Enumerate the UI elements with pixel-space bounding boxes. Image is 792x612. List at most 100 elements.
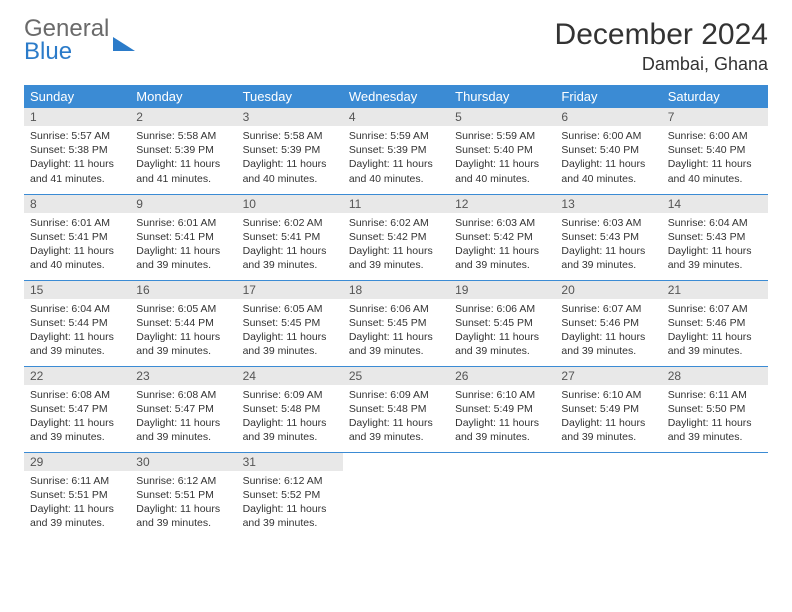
daylight-line2: and 39 minutes. <box>455 344 549 358</box>
daylight-line2: and 40 minutes. <box>561 172 655 186</box>
weekday-monday: Monday <box>130 85 236 108</box>
sunrise-text: Sunrise: 6:11 AM <box>30 474 124 488</box>
calendar-row: 8Sunrise: 6:01 AMSunset: 5:41 PMDaylight… <box>24 194 768 280</box>
sunrise-text: Sunrise: 6:11 AM <box>668 388 762 402</box>
sunrise-text: Sunrise: 5:58 AM <box>136 129 230 143</box>
day-number: 13 <box>555 195 661 213</box>
location: Dambai, Ghana <box>555 54 768 75</box>
sunrise-text: Sunrise: 6:07 AM <box>561 302 655 316</box>
sunset-text: Sunset: 5:52 PM <box>243 488 337 502</box>
calendar-cell <box>343 452 449 538</box>
daylight-line2: and 39 minutes. <box>455 430 549 444</box>
calendar-cell: 30Sunrise: 6:12 AMSunset: 5:51 PMDayligh… <box>130 452 236 538</box>
day-body: Sunrise: 6:11 AMSunset: 5:50 PMDaylight:… <box>662 385 768 449</box>
sunrise-text: Sunrise: 6:02 AM <box>243 216 337 230</box>
day-number: 19 <box>449 281 555 299</box>
daylight-line1: Daylight: 11 hours <box>136 502 230 516</box>
daylight-line2: and 39 minutes. <box>561 258 655 272</box>
page-header: General Blue December 2024 Dambai, Ghana <box>24 18 768 75</box>
daylight-line1: Daylight: 11 hours <box>455 330 549 344</box>
day-body: Sunrise: 6:10 AMSunset: 5:49 PMDaylight:… <box>555 385 661 449</box>
calendar-cell: 8Sunrise: 6:01 AMSunset: 5:41 PMDaylight… <box>24 194 130 280</box>
sunrise-text: Sunrise: 6:04 AM <box>668 216 762 230</box>
day-number: 20 <box>555 281 661 299</box>
daylight-line2: and 40 minutes. <box>455 172 549 186</box>
daylight-line2: and 39 minutes. <box>136 516 230 530</box>
daylight-line2: and 40 minutes. <box>243 172 337 186</box>
sunrise-text: Sunrise: 6:02 AM <box>349 216 443 230</box>
day-number: 9 <box>130 195 236 213</box>
calendar-row: 29Sunrise: 6:11 AMSunset: 5:51 PMDayligh… <box>24 452 768 538</box>
sunset-text: Sunset: 5:38 PM <box>30 143 124 157</box>
day-body: Sunrise: 6:07 AMSunset: 5:46 PMDaylight:… <box>662 299 768 363</box>
daylight-line1: Daylight: 11 hours <box>668 157 762 171</box>
day-body: Sunrise: 6:06 AMSunset: 5:45 PMDaylight:… <box>449 299 555 363</box>
daylight-line1: Daylight: 11 hours <box>30 157 124 171</box>
daylight-line2: and 39 minutes. <box>30 344 124 358</box>
sunrise-text: Sunrise: 6:08 AM <box>136 388 230 402</box>
sunrise-text: Sunrise: 6:06 AM <box>349 302 443 316</box>
day-number: 22 <box>24 367 130 385</box>
day-number: 5 <box>449 108 555 126</box>
day-number: 4 <box>343 108 449 126</box>
day-number: 30 <box>130 453 236 471</box>
daylight-line2: and 39 minutes. <box>668 344 762 358</box>
calendar-cell: 6Sunrise: 6:00 AMSunset: 5:40 PMDaylight… <box>555 108 661 194</box>
sunset-text: Sunset: 5:44 PM <box>136 316 230 330</box>
day-number: 12 <box>449 195 555 213</box>
daylight-line2: and 40 minutes. <box>668 172 762 186</box>
calendar-cell: 26Sunrise: 6:10 AMSunset: 5:49 PMDayligh… <box>449 366 555 452</box>
daylight-line2: and 39 minutes. <box>668 430 762 444</box>
sunset-text: Sunset: 5:46 PM <box>561 316 655 330</box>
daylight-line1: Daylight: 11 hours <box>243 330 337 344</box>
logo-line2: Blue <box>24 41 109 64</box>
weekday-sunday: Sunday <box>24 85 130 108</box>
weekday-tuesday: Tuesday <box>237 85 343 108</box>
sunset-text: Sunset: 5:50 PM <box>668 402 762 416</box>
daylight-line1: Daylight: 11 hours <box>455 157 549 171</box>
calendar-cell: 10Sunrise: 6:02 AMSunset: 5:41 PMDayligh… <box>237 194 343 280</box>
calendar-cell: 11Sunrise: 6:02 AMSunset: 5:42 PMDayligh… <box>343 194 449 280</box>
sunrise-text: Sunrise: 5:59 AM <box>455 129 549 143</box>
calendar-cell: 18Sunrise: 6:06 AMSunset: 5:45 PMDayligh… <box>343 280 449 366</box>
daylight-line2: and 39 minutes. <box>455 258 549 272</box>
sunset-text: Sunset: 5:40 PM <box>455 143 549 157</box>
daylight-line1: Daylight: 11 hours <box>668 244 762 258</box>
daylight-line2: and 40 minutes. <box>349 172 443 186</box>
sunrise-text: Sunrise: 6:06 AM <box>455 302 549 316</box>
calendar-cell: 24Sunrise: 6:09 AMSunset: 5:48 PMDayligh… <box>237 366 343 452</box>
day-body: Sunrise: 6:05 AMSunset: 5:44 PMDaylight:… <box>130 299 236 363</box>
day-body: Sunrise: 6:09 AMSunset: 5:48 PMDaylight:… <box>343 385 449 449</box>
daylight-line1: Daylight: 11 hours <box>455 244 549 258</box>
sunrise-text: Sunrise: 6:12 AM <box>136 474 230 488</box>
sunrise-text: Sunrise: 6:12 AM <box>243 474 337 488</box>
day-body: Sunrise: 6:10 AMSunset: 5:49 PMDaylight:… <box>449 385 555 449</box>
sunset-text: Sunset: 5:39 PM <box>243 143 337 157</box>
day-number: 2 <box>130 108 236 126</box>
day-body: Sunrise: 6:04 AMSunset: 5:44 PMDaylight:… <box>24 299 130 363</box>
calendar-cell: 21Sunrise: 6:07 AMSunset: 5:46 PMDayligh… <box>662 280 768 366</box>
day-number: 23 <box>130 367 236 385</box>
calendar-row: 22Sunrise: 6:08 AMSunset: 5:47 PMDayligh… <box>24 366 768 452</box>
sunset-text: Sunset: 5:42 PM <box>455 230 549 244</box>
sunrise-text: Sunrise: 6:01 AM <box>136 216 230 230</box>
daylight-line1: Daylight: 11 hours <box>243 244 337 258</box>
daylight-line1: Daylight: 11 hours <box>30 330 124 344</box>
day-body: Sunrise: 6:08 AMSunset: 5:47 PMDaylight:… <box>24 385 130 449</box>
day-number: 26 <box>449 367 555 385</box>
sunset-text: Sunset: 5:39 PM <box>136 143 230 157</box>
sunset-text: Sunset: 5:45 PM <box>349 316 443 330</box>
day-body: Sunrise: 6:06 AMSunset: 5:45 PMDaylight:… <box>343 299 449 363</box>
sunrise-text: Sunrise: 6:00 AM <box>561 129 655 143</box>
calendar-cell: 20Sunrise: 6:07 AMSunset: 5:46 PMDayligh… <box>555 280 661 366</box>
calendar-cell: 12Sunrise: 6:03 AMSunset: 5:42 PMDayligh… <box>449 194 555 280</box>
sunrise-text: Sunrise: 6:10 AM <box>455 388 549 402</box>
sunrise-text: Sunrise: 6:09 AM <box>349 388 443 402</box>
daylight-line2: and 39 minutes. <box>30 430 124 444</box>
sunset-text: Sunset: 5:51 PM <box>30 488 124 502</box>
day-number: 14 <box>662 195 768 213</box>
daylight-line2: and 39 minutes. <box>136 344 230 358</box>
day-body: Sunrise: 6:01 AMSunset: 5:41 PMDaylight:… <box>24 213 130 277</box>
sunrise-text: Sunrise: 6:04 AM <box>30 302 124 316</box>
day-number: 31 <box>237 453 343 471</box>
